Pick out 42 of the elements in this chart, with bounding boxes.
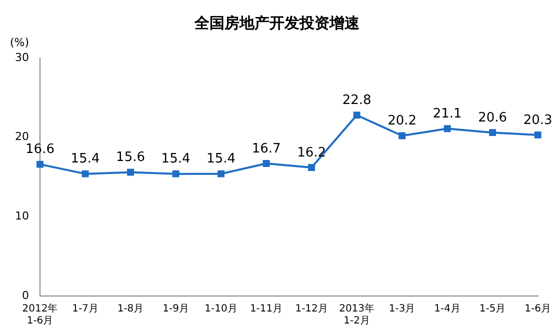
chart-title: 全国房地产开发投资增速 xyxy=(193,14,360,33)
x-tick-label: 1-10月 xyxy=(204,304,238,315)
x-tick-label: 1-3月 xyxy=(388,304,416,315)
point xyxy=(353,112,360,119)
data-label: 15.4 xyxy=(206,152,236,167)
data-label: 16.6 xyxy=(26,142,54,158)
data-label: 21.1 xyxy=(432,106,462,122)
point xyxy=(489,129,496,136)
point xyxy=(308,164,316,171)
point xyxy=(262,160,270,167)
data-label: 20.2 xyxy=(388,114,417,129)
point xyxy=(82,170,89,178)
x-tick-label: 1-7月 xyxy=(72,304,98,315)
x-tick-label: 1-5月 xyxy=(479,304,506,315)
y-tick-label: 10 xyxy=(14,210,29,223)
data-label: 16.7 xyxy=(252,141,281,156)
point xyxy=(398,132,406,140)
x-tick-label: 2012年 1-6月 xyxy=(22,302,58,327)
x-tick-label: 1-8月 xyxy=(117,304,144,315)
data-label: 15.4 xyxy=(161,152,190,167)
x-tick-label: 1-9月 xyxy=(162,304,189,315)
data-label: 20.3 xyxy=(523,112,552,128)
data-label: 20.6 xyxy=(478,110,508,126)
data-label: 15.4 xyxy=(70,152,100,167)
y-tick-label: 30 xyxy=(14,50,29,64)
point xyxy=(172,170,180,178)
y-tick-label: 20 xyxy=(14,130,29,144)
x-tick-label: 1-11月 xyxy=(250,304,283,315)
point xyxy=(444,125,451,132)
data-label: 15.6 xyxy=(116,150,145,166)
x-tick-label: 1-4月 xyxy=(434,304,460,315)
x-tick-label: 1-12月 xyxy=(295,304,328,315)
data-label: 16.2 xyxy=(297,145,326,160)
x-tick-label: 2013年 1-2月 xyxy=(339,302,375,327)
point xyxy=(534,131,542,138)
point xyxy=(36,160,44,168)
y-tick-label: 0 xyxy=(22,288,29,302)
point xyxy=(218,170,225,178)
data-label: 22.8 xyxy=(342,92,372,108)
point xyxy=(127,168,134,176)
y-axis-title: (%) xyxy=(10,36,30,49)
x-tick-label: 1-6月 xyxy=(524,304,552,315)
